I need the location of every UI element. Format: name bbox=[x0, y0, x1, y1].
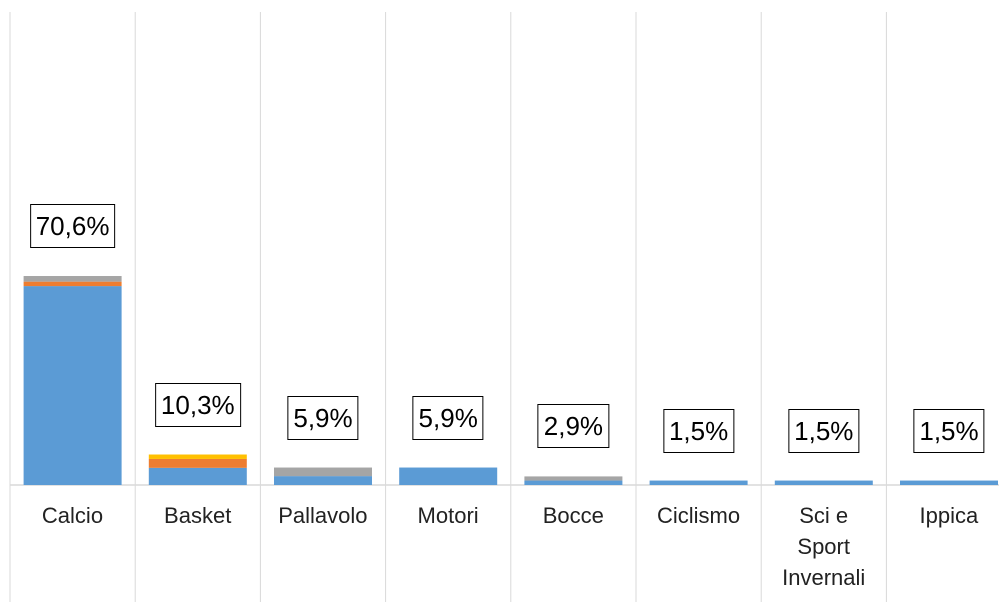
total-label: 5,9% bbox=[412, 395, 484, 440]
bar-segment bbox=[649, 480, 748, 485]
bar-segment bbox=[900, 480, 998, 485]
x-tick-label-box: Motori bbox=[386, 500, 511, 531]
x-tick-label-box: Basket bbox=[135, 500, 260, 531]
total-label: 10,3% bbox=[154, 382, 241, 427]
x-tick-label-box: Ippica bbox=[886, 500, 999, 531]
bar-segment bbox=[148, 467, 247, 485]
x-tick-label: Motori bbox=[417, 503, 479, 528]
bar-segment bbox=[399, 467, 498, 485]
x-tick-label: Bocce bbox=[542, 503, 604, 528]
x-tick-label: Ippica bbox=[919, 503, 979, 528]
total-label: 1,5% bbox=[913, 408, 985, 453]
bar-segment bbox=[23, 281, 122, 287]
bar-segment bbox=[274, 467, 372, 477]
x-tick-label-box: Ciclismo bbox=[636, 500, 761, 531]
x-tick-label: Calcio bbox=[41, 503, 104, 528]
total-label: 5,9% bbox=[287, 395, 359, 440]
total-label: 1,5% bbox=[662, 408, 735, 453]
x-tick-label: Basket bbox=[164, 503, 232, 528]
bar-segment bbox=[148, 458, 247, 468]
total-label: 1,5% bbox=[788, 408, 860, 453]
x-tick-label: Ciclismo bbox=[656, 503, 741, 528]
total-label: 2,9% bbox=[537, 404, 610, 449]
x-tick-label-box: Calcio bbox=[10, 500, 135, 531]
x-tick-label: Pallavolo bbox=[278, 503, 368, 528]
x-tick-label-box: Bocce bbox=[511, 500, 636, 531]
bar-segment bbox=[23, 276, 122, 282]
bar-segment bbox=[148, 454, 247, 459]
x-tick-label: Sci e Sport Invernali bbox=[782, 503, 866, 590]
bar-segment bbox=[774, 480, 873, 485]
total-label: 70,6% bbox=[29, 204, 116, 249]
bar-segment bbox=[274, 476, 372, 485]
bar-segment bbox=[23, 286, 122, 485]
x-tick-label-box: Sci e Sport Invernali bbox=[761, 500, 886, 593]
x-tick-label-box: Pallavolo bbox=[260, 500, 385, 531]
bar-segment bbox=[524, 480, 623, 485]
bar-segment bbox=[524, 476, 623, 481]
